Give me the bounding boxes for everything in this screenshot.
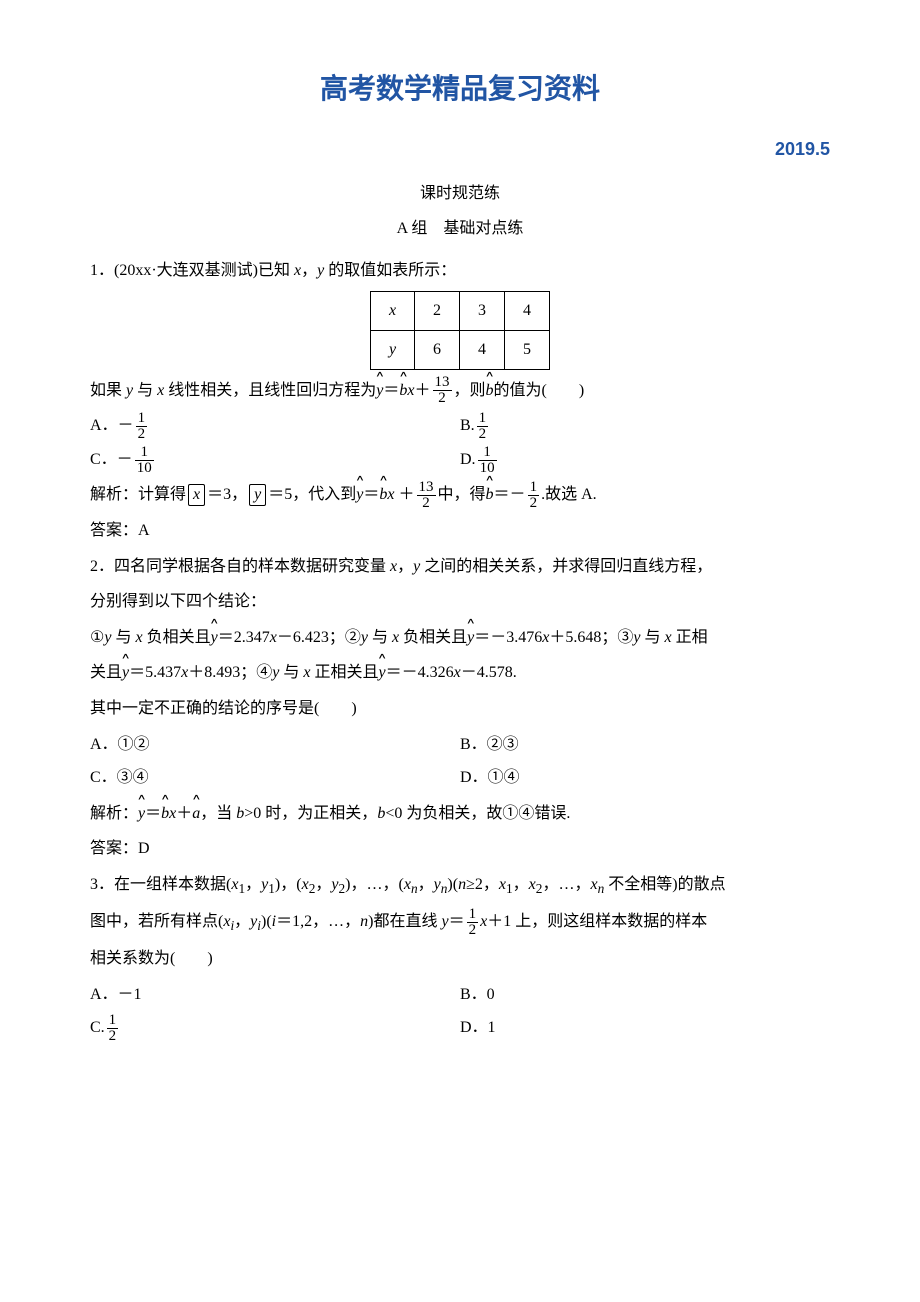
cell: x (370, 292, 414, 331)
text: ＝5，代入到 (268, 486, 356, 503)
text: ＝ (363, 486, 379, 503)
text: 与 (133, 382, 157, 399)
cell: 3 (460, 292, 505, 331)
subtitle-2: A 组 基础对点练 (90, 212, 830, 246)
q2-conclusion-1: ①y 与 x 负相关且y＝2.347x－6.423；②y 与 x 负相关且y＝－… (90, 621, 830, 655)
opt-b: B．②③ (460, 728, 830, 762)
text: 如果 (90, 382, 126, 399)
frac: 12 (107, 1013, 119, 1044)
q2-stem-2: 分别得到以下四个结论： (90, 585, 830, 619)
text: 计算得 (138, 486, 186, 503)
b-hat: b (486, 374, 494, 408)
q1-options: A．－12 B.12 C．－110 D.110 (90, 409, 830, 476)
answer-value: D (138, 840, 150, 857)
jiexi-label: 解析： (90, 486, 138, 503)
text: ＝3， (207, 486, 247, 503)
q3-stem-2: 图中，若所有样点(xi，yi)(i＝1,2，…，n)都在直线 y＝12x＋1 上… (90, 905, 830, 940)
jiexi-label: 解析： (90, 805, 138, 822)
q2-jiexi: 解析：y＝bx＋a，当 b>0 时，为正相关，b<0 为负相关，故①④错误. (90, 797, 830, 831)
answer-label: 答案： (90, 840, 138, 857)
text: 的值为( ) (494, 382, 585, 399)
q3-stem-3: 相关系数为( ) (90, 942, 830, 976)
doc-title: 高考数学精品复习资料 (90, 60, 830, 119)
table-row: x 2 3 4 (370, 292, 549, 331)
cell: 5 (505, 330, 550, 369)
opt-c: C．－110 (90, 443, 460, 477)
cell: y (370, 330, 414, 369)
y-bar: y (249, 484, 266, 505)
text: ， (397, 558, 413, 575)
text: 中，得 (438, 486, 486, 503)
opt-b: B.12 (460, 409, 830, 443)
frac: 132 (417, 480, 436, 511)
cell: 4 (505, 292, 550, 331)
y-hat: y (356, 478, 363, 512)
cell: 2 (415, 292, 460, 331)
opt-a: A．－12 (90, 409, 460, 443)
y-hat: y (376, 374, 383, 408)
q1-jiexi: 解析：计算得x＝3，y＝5，代入到y＝bx ＋132中，得b＝－12.故选 A. (90, 478, 830, 512)
q3-stem-1: 3．在一组样本数据(x1，y1)，(x2，y2)，…，(xn，yn)(n≥2，x… (90, 868, 830, 903)
text: 之间的相关关系，并求得回归直线方程， (420, 558, 712, 575)
frac: 12 (136, 411, 148, 442)
text: ＝－ (494, 486, 526, 503)
opt-a: A．－1 (90, 978, 460, 1012)
var-x: x (407, 382, 414, 399)
text: 的取值如表所示： (324, 262, 456, 279)
x-bar: x (188, 484, 205, 505)
q1-line2: 如果 y 与 x 线性相关，且线性回归方程为y＝bx＋132，则b的值为( ) (90, 374, 830, 408)
q2-answer: 答案：D (90, 832, 830, 866)
q2-options: A．①② B．②③ C．③④ D．①④ (90, 728, 830, 795)
text: ， (301, 262, 317, 279)
text: ，则 (454, 382, 486, 399)
b-hat: b (486, 478, 494, 512)
subtitle-1: 课时规范练 (90, 177, 830, 211)
frac: 12 (467, 907, 479, 938)
opt-d: D.110 (460, 443, 830, 477)
frac: 12 (528, 480, 540, 511)
cell: 4 (460, 330, 505, 369)
doc-date: 2019.5 (90, 131, 830, 169)
b-hat: b (399, 374, 407, 408)
frac: 12 (477, 411, 489, 442)
text: ＝ (383, 382, 399, 399)
text: 1．(20xx·大连双基测试)已知 (90, 262, 294, 279)
q1-table: x 2 3 4 y 6 4 5 (370, 291, 550, 369)
q1-answer: 答案：A (90, 514, 830, 548)
frac: 110 (135, 445, 154, 476)
q2-conclusion-2: 关且y＝5.437x＋8.493；④y 与 x 正相关且y＝－4.326x－4.… (90, 656, 830, 690)
answer-value: A (138, 522, 150, 539)
opt-a: A．①② (90, 728, 460, 762)
text: ＋ (395, 486, 415, 503)
b-hat: b (379, 478, 387, 512)
text: .故选 A. (541, 486, 597, 503)
cell: 6 (415, 330, 460, 369)
text: ＋ (415, 382, 431, 399)
q2-stem: 2．四名同学根据各自的样本数据研究变量 x，y 之间的相关关系，并求得回归直线方… (90, 550, 830, 584)
opt-d: D．①④ (460, 761, 830, 795)
q2-wrong: 其中一定不正确的结论的序号是( ) (90, 692, 830, 726)
q3-options: A．－1 B．0 C.12 D．1 (90, 978, 830, 1045)
answer-label: 答案： (90, 522, 138, 539)
opt-c: C.12 (90, 1011, 460, 1045)
text: 2．四名同学根据各自的样本数据研究变量 (90, 558, 390, 575)
opt-d: D．1 (460, 1011, 830, 1045)
var-x: x (387, 486, 394, 503)
opt-b: B．0 (460, 978, 830, 1012)
text: 线性相关，且线性回归方程为 (164, 382, 376, 399)
table-row: y 6 4 5 (370, 330, 549, 369)
q1-stem: 1．(20xx·大连双基测试)已知 x，y 的取值如表所示： (90, 254, 830, 288)
frac-13-2: 132 (433, 375, 452, 406)
